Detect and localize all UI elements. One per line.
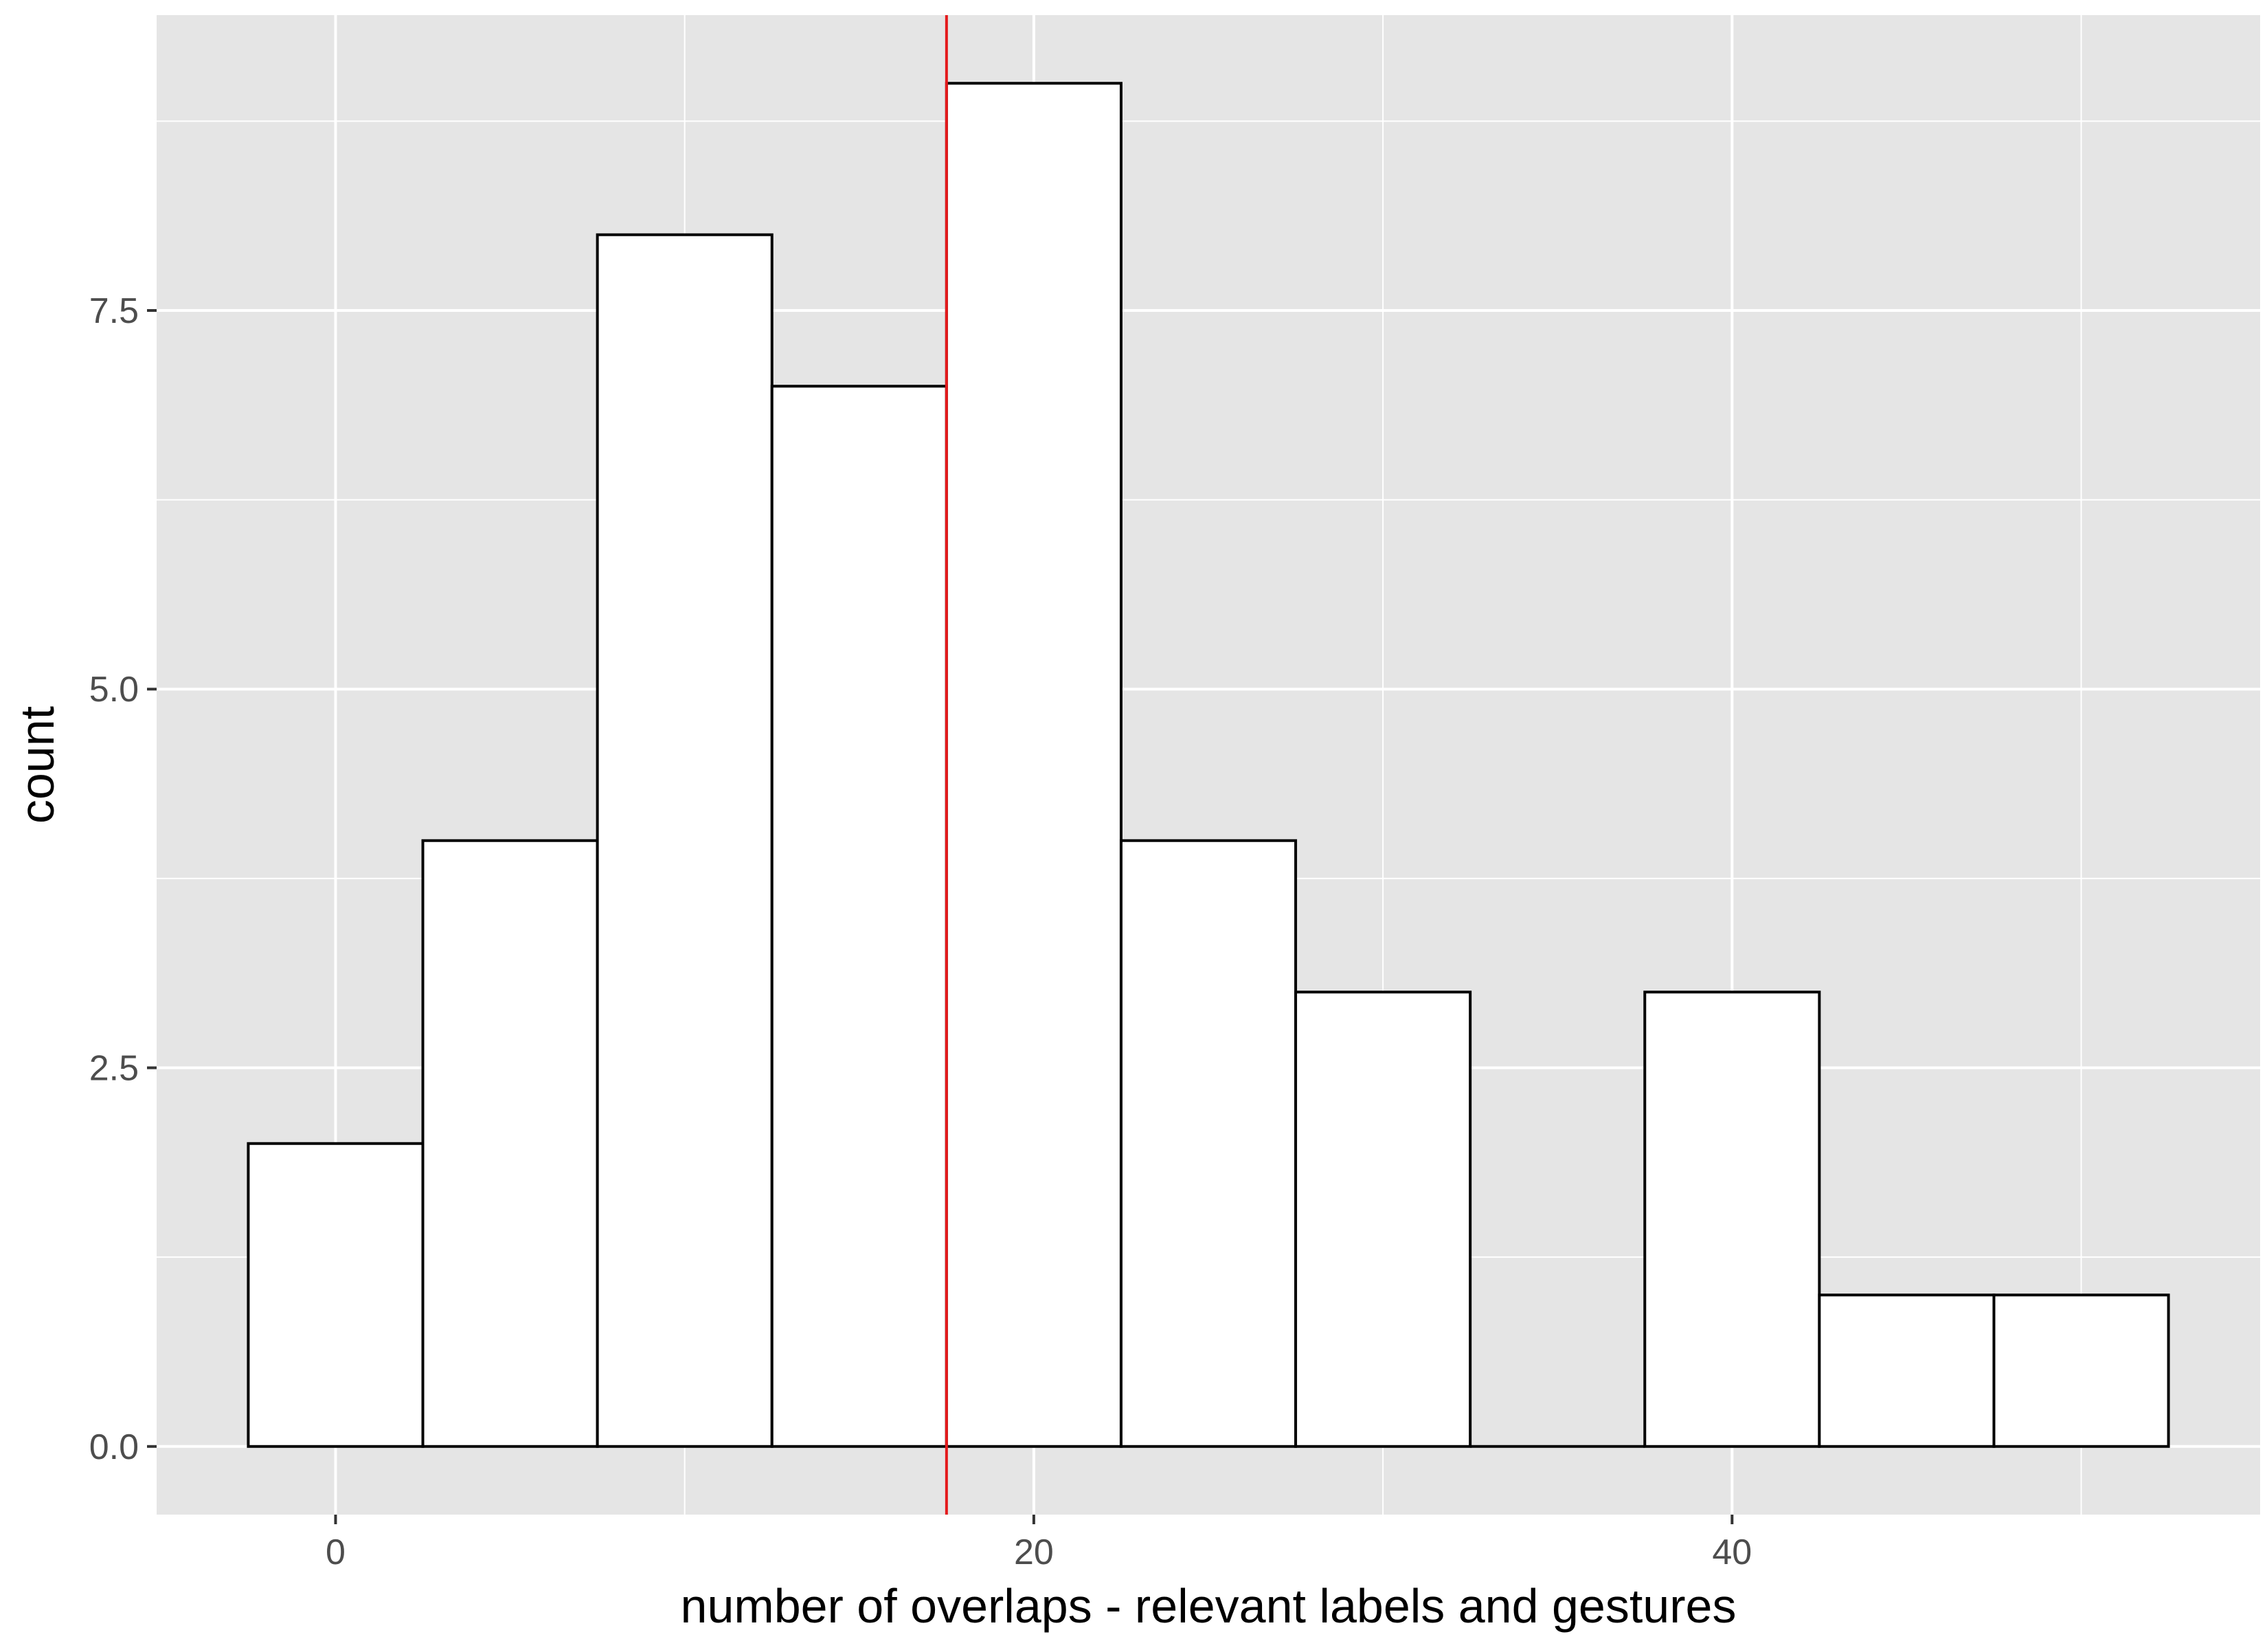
y-tick-label: 2.5: [89, 1049, 139, 1089]
histogram-bar: [247, 1142, 425, 1448]
histogram-bar: [1294, 991, 1472, 1448]
histogram-bar: [770, 385, 948, 1448]
y-axis: 0.0 2.5 5.0 7.5: [89, 291, 157, 1467]
histogram-bar: [1643, 991, 1821, 1448]
histogram-bar: [945, 82, 1123, 1448]
histogram-bar: [1119, 839, 1298, 1448]
histogram-bar: [421, 839, 599, 1448]
histogram-bar: [1818, 1293, 1996, 1448]
y-tick-label: 5.0: [89, 670, 139, 710]
x-tick-label: 20: [1014, 1532, 1054, 1572]
histogram-bars: [247, 82, 2170, 1448]
y-tick-label: 0.0: [89, 1427, 139, 1467]
y-tick-label: 7.5: [89, 291, 139, 331]
x-axis-title: number of overlaps - relevant labels and…: [681, 1579, 1737, 1633]
x-tick-label: 40: [1712, 1532, 1752, 1572]
histogram-bar: [596, 233, 774, 1448]
y-axis-title: count: [10, 706, 64, 824]
histogram-bar: [1992, 1293, 2170, 1448]
x-tick-label: 0: [326, 1532, 346, 1572]
x-axis: 0 20 40: [326, 1515, 1752, 1572]
